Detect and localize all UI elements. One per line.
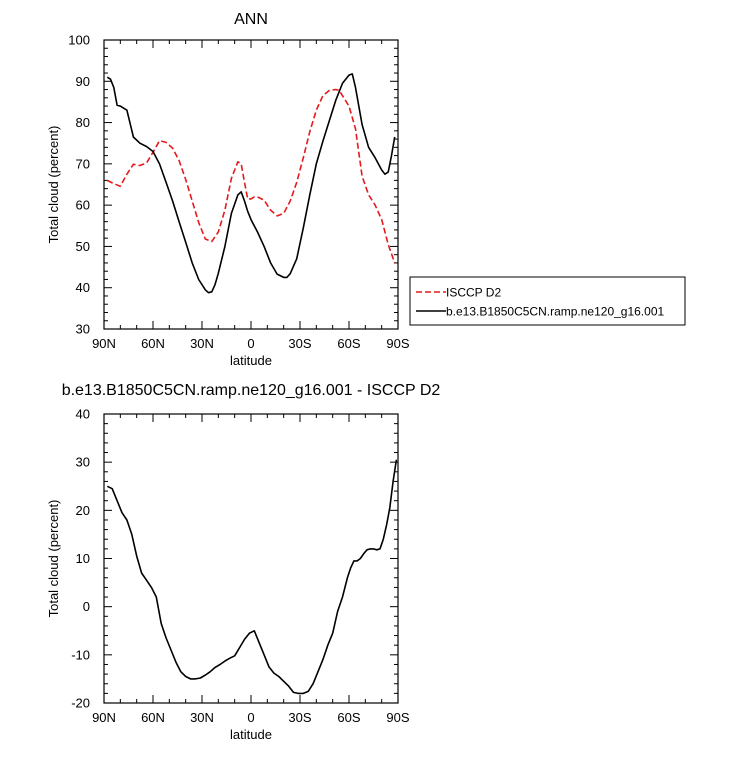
- y-tick-label: 90: [76, 74, 90, 89]
- y-tick-label: 30: [76, 455, 90, 470]
- series-line-0: [106, 88, 396, 264]
- x-tick-label: 30S: [288, 336, 311, 351]
- x-tick-label: 30N: [190, 710, 214, 725]
- top-panel: ANN 30 40 50 60 70 80 90 100 90N 60N 30N 0 30S 60S 90S l…: [46, 11, 410, 368]
- y-tick-label: 10: [76, 551, 90, 566]
- y-axis-label: Total cloud (percent): [46, 126, 61, 244]
- series-line-0: [106, 459, 398, 695]
- x-axis-label: latitude: [230, 727, 272, 742]
- y-tick-label: -20: [71, 696, 90, 711]
- legend: ISCCP D2 b.e13.B1850C5CN.ramp.ne120_g16.0…: [409, 276, 686, 326]
- y-tick-label: -10: [71, 647, 90, 662]
- y-tick-label: 20: [76, 503, 90, 518]
- x-tick-label: 0: [247, 710, 254, 725]
- y-tick-label: 70: [76, 156, 90, 171]
- y-axis-label: Total cloud (percent): [46, 500, 61, 618]
- x-axis-label: latitude: [230, 353, 272, 368]
- series-line-1: [106, 73, 396, 294]
- x-tick-label: 60N: [141, 710, 165, 725]
- y-tick-label: 60: [76, 198, 90, 213]
- plot-frame: [103, 413, 399, 704]
- bottom-panel: b.e13.B1850C5CN.ramp.ne120_g16.001 - ISC…: [46, 382, 440, 742]
- x-tick-label: 90N: [92, 336, 116, 351]
- y-tick-label: 40: [76, 407, 90, 422]
- x-tick-label: 0: [247, 336, 254, 351]
- x-tick-label: 90S: [386, 710, 409, 725]
- legend-entry: b.e13.B1850C5CN.ramp.ne120_g16.001: [446, 305, 664, 319]
- y-tick-label: 80: [76, 115, 90, 130]
- x-tick-label: 90N: [92, 710, 116, 725]
- x-tick-label: 60S: [337, 336, 360, 351]
- x-tick-label: 60N: [141, 336, 165, 351]
- legend-box: [409, 276, 686, 326]
- legend-entry: ISCCP D2: [446, 286, 501, 300]
- y-tick-label: 50: [76, 239, 90, 254]
- y-tick-label: 100: [68, 33, 90, 48]
- x-tick-label: 30S: [288, 710, 311, 725]
- y-tick-label: 40: [76, 280, 90, 295]
- y-tick-label: 30: [76, 322, 90, 337]
- y-tick-label: 0: [83, 599, 90, 614]
- plot-frame: [103, 39, 399, 330]
- chart-title: ANN: [234, 11, 268, 28]
- x-tick-label: 90S: [386, 336, 409, 351]
- chart-title: b.e13.B1850C5CN.ramp.ne120_g16.001 - ISC…: [62, 382, 441, 399]
- x-tick-label: 30N: [190, 336, 214, 351]
- x-tick-label: 60S: [337, 710, 360, 725]
